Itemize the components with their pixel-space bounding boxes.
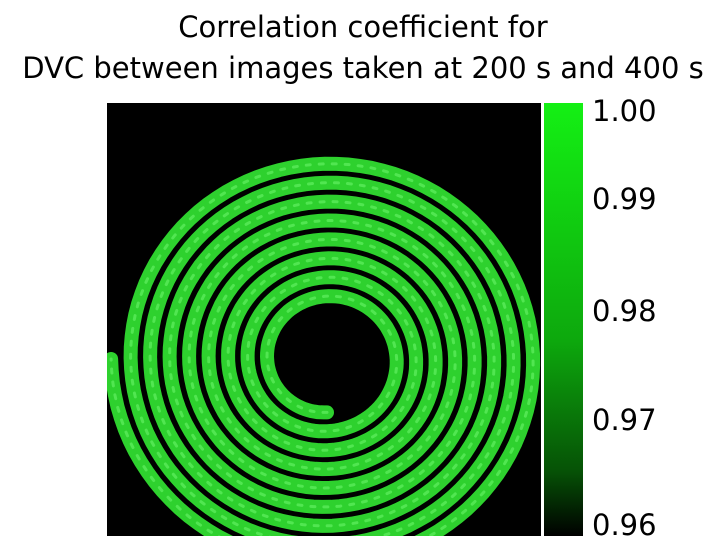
colorbar-tick-3: 0.98	[592, 297, 657, 326]
spiral-image	[107, 103, 541, 536]
colorbar-tick-4: 0.97	[592, 406, 657, 435]
title-line-2: DVC between images taken at 200 s and 40…	[0, 51, 726, 85]
colorbar-gradient	[544, 103, 583, 536]
colorbar-tick-5: 0.96	[592, 511, 657, 540]
colorbar-tick-1: 1.00	[592, 97, 657, 126]
colorbar	[544, 103, 583, 536]
colorbar-tick-2: 0.99	[592, 185, 657, 214]
correlation-map	[107, 103, 541, 536]
title-line-1: Correlation coefficient for	[0, 10, 726, 44]
spiral-track	[111, 164, 533, 536]
